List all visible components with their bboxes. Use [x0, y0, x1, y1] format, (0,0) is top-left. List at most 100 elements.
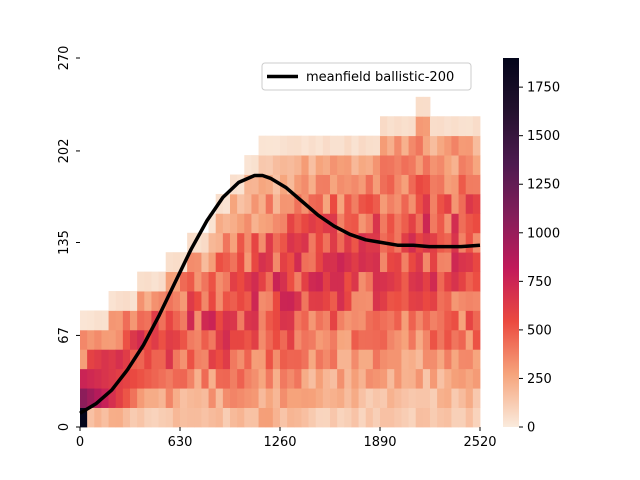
heatmap-cell: [437, 368, 445, 389]
heatmap-cell: [472, 291, 481, 311]
heatmap-cell: [301, 329, 309, 350]
heatmap-cell: [422, 174, 431, 195]
heatmap-cell: [365, 135, 374, 156]
heatmap-cell: [451, 291, 459, 311]
heatmap-cell: [358, 388, 367, 408]
heatmap-cell: [430, 349, 438, 370]
heatmap-cell: [280, 213, 288, 234]
heatmap-cell: [322, 329, 331, 350]
heatmap-cell: [351, 252, 359, 273]
heatmap-cell: [308, 368, 317, 389]
heatmap-cell: [401, 193, 409, 214]
heatmap-cell: [137, 271, 145, 292]
heatmap-cell: [294, 232, 302, 253]
heatmap-cell: [415, 310, 424, 331]
heatmap-cell: [351, 193, 359, 214]
heatmap-cell: [472, 213, 481, 234]
heatmap-cell: [280, 368, 288, 389]
heatmap-cell: [322, 135, 331, 156]
heatmap-cell: [308, 232, 317, 253]
heatmap-cell: [215, 310, 224, 331]
legend-label: meanfield ballistic-200: [306, 70, 454, 85]
heatmap-cell: [301, 271, 309, 292]
heatmap-cell: [294, 155, 302, 175]
heatmap-cell: [458, 252, 467, 273]
heatmap-cell: [358, 407, 367, 428]
heatmap-cell: [472, 232, 481, 253]
heatmap-cell: [194, 252, 202, 273]
heatmap-cell: [230, 213, 238, 234]
heatmap-cell: [337, 388, 345, 408]
heatmap-cell: [258, 193, 267, 214]
heatmap-cell: [294, 407, 302, 428]
heatmap-cell: [344, 193, 352, 214]
heatmap-cell: [308, 271, 317, 292]
heatmap-cell: [215, 329, 224, 350]
heatmap-cell: [394, 388, 402, 408]
heatmap-cell: [208, 329, 217, 350]
meanfield-curve: [79, 173, 481, 415]
heatmap-cell: [387, 388, 395, 408]
heatmap-cell: [387, 329, 395, 350]
heatmap-cell: [344, 252, 352, 273]
heatmap-cell: [265, 388, 274, 408]
heatmap-cell: [430, 116, 438, 137]
heatmap-cell: [358, 232, 367, 253]
heatmap-cell: [280, 407, 288, 428]
heatmap-cell: [158, 407, 167, 428]
heatmap-cell: [244, 213, 252, 234]
heatmap-cell: [401, 252, 409, 273]
heatmap-cell: [437, 193, 445, 214]
heatmap-cell: [308, 329, 317, 350]
heatmap-cell: [94, 329, 102, 350]
heatmap-cell: [444, 407, 452, 428]
heatmap-cell: [251, 407, 259, 428]
heatmap-cell: [122, 329, 131, 350]
heatmap-cell: [344, 174, 352, 195]
heatmap-cell: [101, 329, 109, 350]
heatmap-cell: [244, 310, 252, 331]
heatmap-cell: [215, 349, 224, 370]
heatmap-cell: [444, 368, 452, 389]
heatmap-cell: [244, 232, 252, 253]
heatmap-cell: [430, 252, 438, 273]
heatmap-cell: [472, 155, 481, 175]
heatmap-cell: [180, 291, 188, 311]
heatmap-cell: [230, 232, 238, 253]
colorbar-tick-label: 500: [527, 323, 552, 338]
heatmap-cell: [287, 135, 295, 156]
heatmap-cell: [458, 329, 467, 350]
heatmap-cell: [458, 368, 467, 389]
heatmap-cell: [372, 213, 381, 234]
heatmap-cell: [165, 349, 174, 370]
heatmap-cell: [222, 329, 231, 350]
heatmap-cell: [422, 388, 431, 408]
heatmap-cell: [380, 213, 388, 234]
heatmap-cell: [387, 135, 395, 156]
heatmap-cell: [465, 291, 474, 311]
heatmap-cell: [394, 368, 402, 389]
heatmap-cell: [372, 349, 381, 370]
heatmap-cell: [230, 407, 238, 428]
heatmap-cell: [222, 252, 231, 273]
heatmap-cell: [322, 349, 331, 370]
heatmap-cell: [380, 349, 388, 370]
heatmap-cell: [294, 174, 302, 195]
heatmap-cell: [280, 388, 288, 408]
heatmap-cell: [358, 252, 367, 273]
heatmap-cell: [365, 291, 374, 311]
heatmap-cell: [465, 407, 474, 428]
heatmap-cell: [287, 174, 295, 195]
heatmap-cell: [437, 310, 445, 331]
heatmap-cell: [251, 310, 259, 331]
heatmap-cell: [344, 155, 352, 175]
heatmap-cell: [180, 407, 188, 428]
heatmap-cell: [230, 349, 238, 370]
heatmap-cell: [301, 174, 309, 195]
heatmap-cell: [222, 193, 231, 214]
heatmap-cell: [472, 407, 481, 428]
heatmap-cell: [294, 329, 302, 350]
heatmap-cell: [187, 407, 195, 428]
heatmap-cell: [408, 232, 417, 253]
heatmap-cell: [387, 155, 395, 175]
